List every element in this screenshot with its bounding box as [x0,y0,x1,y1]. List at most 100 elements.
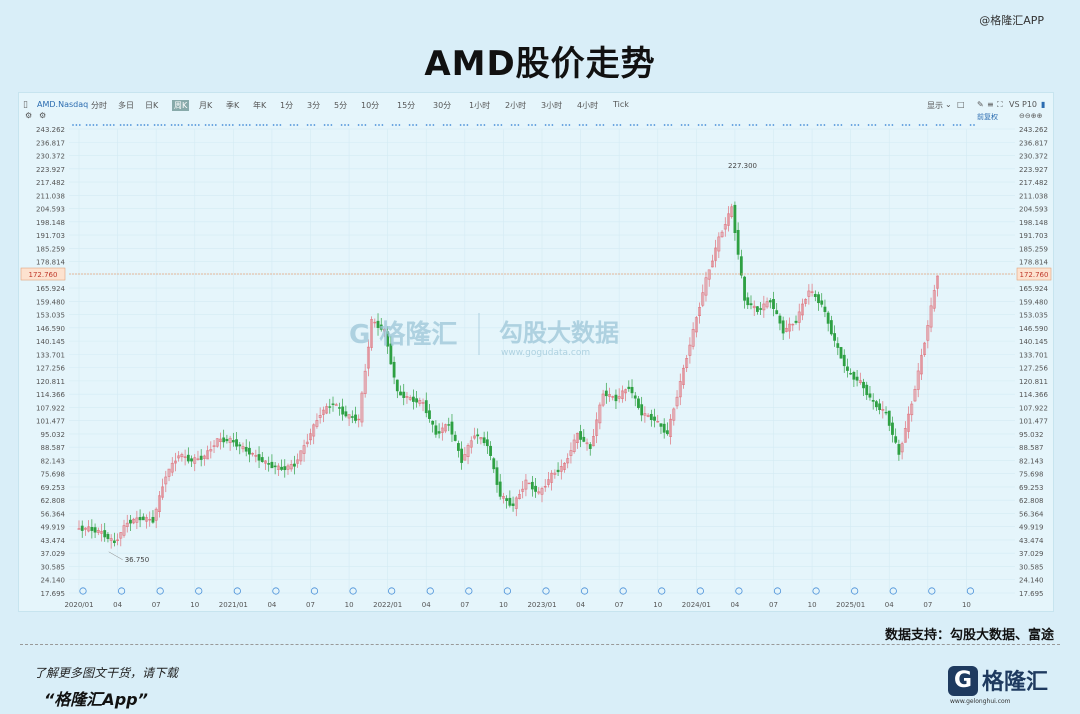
signal-dot [888,124,890,126]
y-tick-label-right: 223.927 [1019,166,1048,174]
signal-dot [174,124,176,126]
period-tab-2[interactable]: 日K [145,101,159,110]
chart-toolbar: ▯ AMD.Nasdaq 分时 多日 日K 周K 月K 季K 年K 1分 3分 5分 10分 15分 3… [19,97,1053,115]
candle-body [100,531,103,534]
signal-dot [129,124,132,126]
period-tab-12[interactable]: 30分 [433,101,452,110]
signal-dot [89,124,91,126]
signal-dot [823,124,826,126]
signal-dot [612,124,615,126]
signal-dot [197,124,200,126]
candle-body [293,463,296,467]
y-tick-label-left: 114.366 [36,391,65,399]
candle-body [772,299,775,309]
period-tab-17[interactable]: Tick [613,100,629,109]
period-tab-14[interactable]: 2小时 [505,101,527,110]
candle-body [762,303,766,311]
signal-dot [803,124,805,126]
signal-dot [765,124,768,126]
y-tick-label-right: 82.143 [1019,457,1044,465]
candle-body [122,525,126,536]
period-tab-1[interactable]: 多日 [118,101,134,110]
settings-gear-icon-2[interactable]: ⚙ [39,111,47,120]
y-tick-label-left: 37.029 [41,550,66,558]
candle-body [807,290,811,297]
candle-body [534,485,537,492]
y-tick-label-right: 43.474 [1019,537,1044,545]
period-tab-13[interactable]: 1小时 [469,101,491,110]
candle-body [637,398,640,408]
signal-dot [901,124,904,126]
y-tick-label-right: 62.808 [1019,497,1044,505]
period-tab-7[interactable]: 1分 [280,101,294,110]
settings-gear-icon[interactable]: ⚙ [25,111,33,120]
top-watermark: @格隆汇APP [979,14,1044,27]
candle-body [437,431,441,434]
candle-body [669,418,673,437]
signal-dot [874,124,877,126]
signal-dot [956,124,958,126]
candle-body [778,315,782,324]
period-tab-0[interactable]: 分时 [91,101,107,110]
period-tab-11[interactable]: 15分 [397,101,416,110]
period-tab-10[interactable]: 10分 [361,101,380,110]
x-tick-label: 07 [152,601,161,609]
square-icon[interactable]: □ [957,100,965,109]
signal-dot [480,124,482,126]
signal-dot [582,124,584,126]
candle-body [93,527,97,533]
signal-dot [262,124,265,126]
candle-body [87,526,91,532]
settings-icon[interactable]: ≡ [987,100,994,109]
period-tab-3[interactable]: 周K [172,100,190,111]
candle-body [476,434,480,437]
zoom-controls[interactable]: ⊖⊖⊕⊕ [1019,112,1043,120]
candle-body [543,486,547,488]
period-tab-6[interactable]: 年K [253,101,267,110]
candle-body [170,462,174,473]
candle-body [672,408,676,421]
candle-body [344,411,348,417]
candle-body [881,409,885,411]
chevron-down-icon[interactable]: ⌄ [945,100,952,109]
display-dropdown[interactable]: 显示 [927,101,943,110]
candle-body [842,354,846,367]
pencil-icon[interactable]: ✎ [977,100,984,109]
signal-dot [701,124,703,126]
signal-dot [884,124,887,126]
y-tick-label-left: 236.817 [36,139,65,147]
p10-button[interactable]: P10 [1022,100,1038,109]
period-tab-9[interactable]: 5分 [334,101,348,110]
layout-icon[interactable]: ▯ [23,100,28,110]
period-tab-4[interactable]: 月K [199,101,213,110]
signal-dot [534,124,537,126]
period-tab-5[interactable]: 季K [226,101,240,110]
period-tab-8[interactable]: 3分 [307,101,321,110]
panel-icon[interactable]: ▮ [1041,100,1046,109]
symbol-label[interactable]: AMD.Nasdaq [37,100,89,109]
vs-button[interactable]: VS [1009,100,1020,109]
candle-body [328,406,332,408]
candle-body [801,303,804,316]
period-tab-16[interactable]: 4小时 [577,101,599,110]
candle-body [283,466,287,471]
signal-dot [561,124,564,126]
candle-body [559,466,563,472]
adjust-dropdown[interactable]: 前复权 [977,113,998,121]
fullscreen-icon[interactable]: ⛶ [997,100,1003,109]
watermark-url: www.gogudata.com [501,348,590,358]
candle-body [209,449,213,452]
signal-dot [340,124,343,126]
period-tab-15[interactable]: 3小时 [541,101,563,110]
signal-dot [228,124,231,126]
signal-dot [959,124,962,126]
candle-body [929,305,933,328]
y-tick-label-left: 120.811 [36,378,65,386]
candle-body [794,320,798,323]
x-tick-label: 04 [113,601,122,609]
candle-body [164,476,168,485]
logo-g-icon: G [948,666,978,696]
candle-body [186,454,190,462]
candle-body [759,308,763,310]
candle-body [788,323,791,332]
